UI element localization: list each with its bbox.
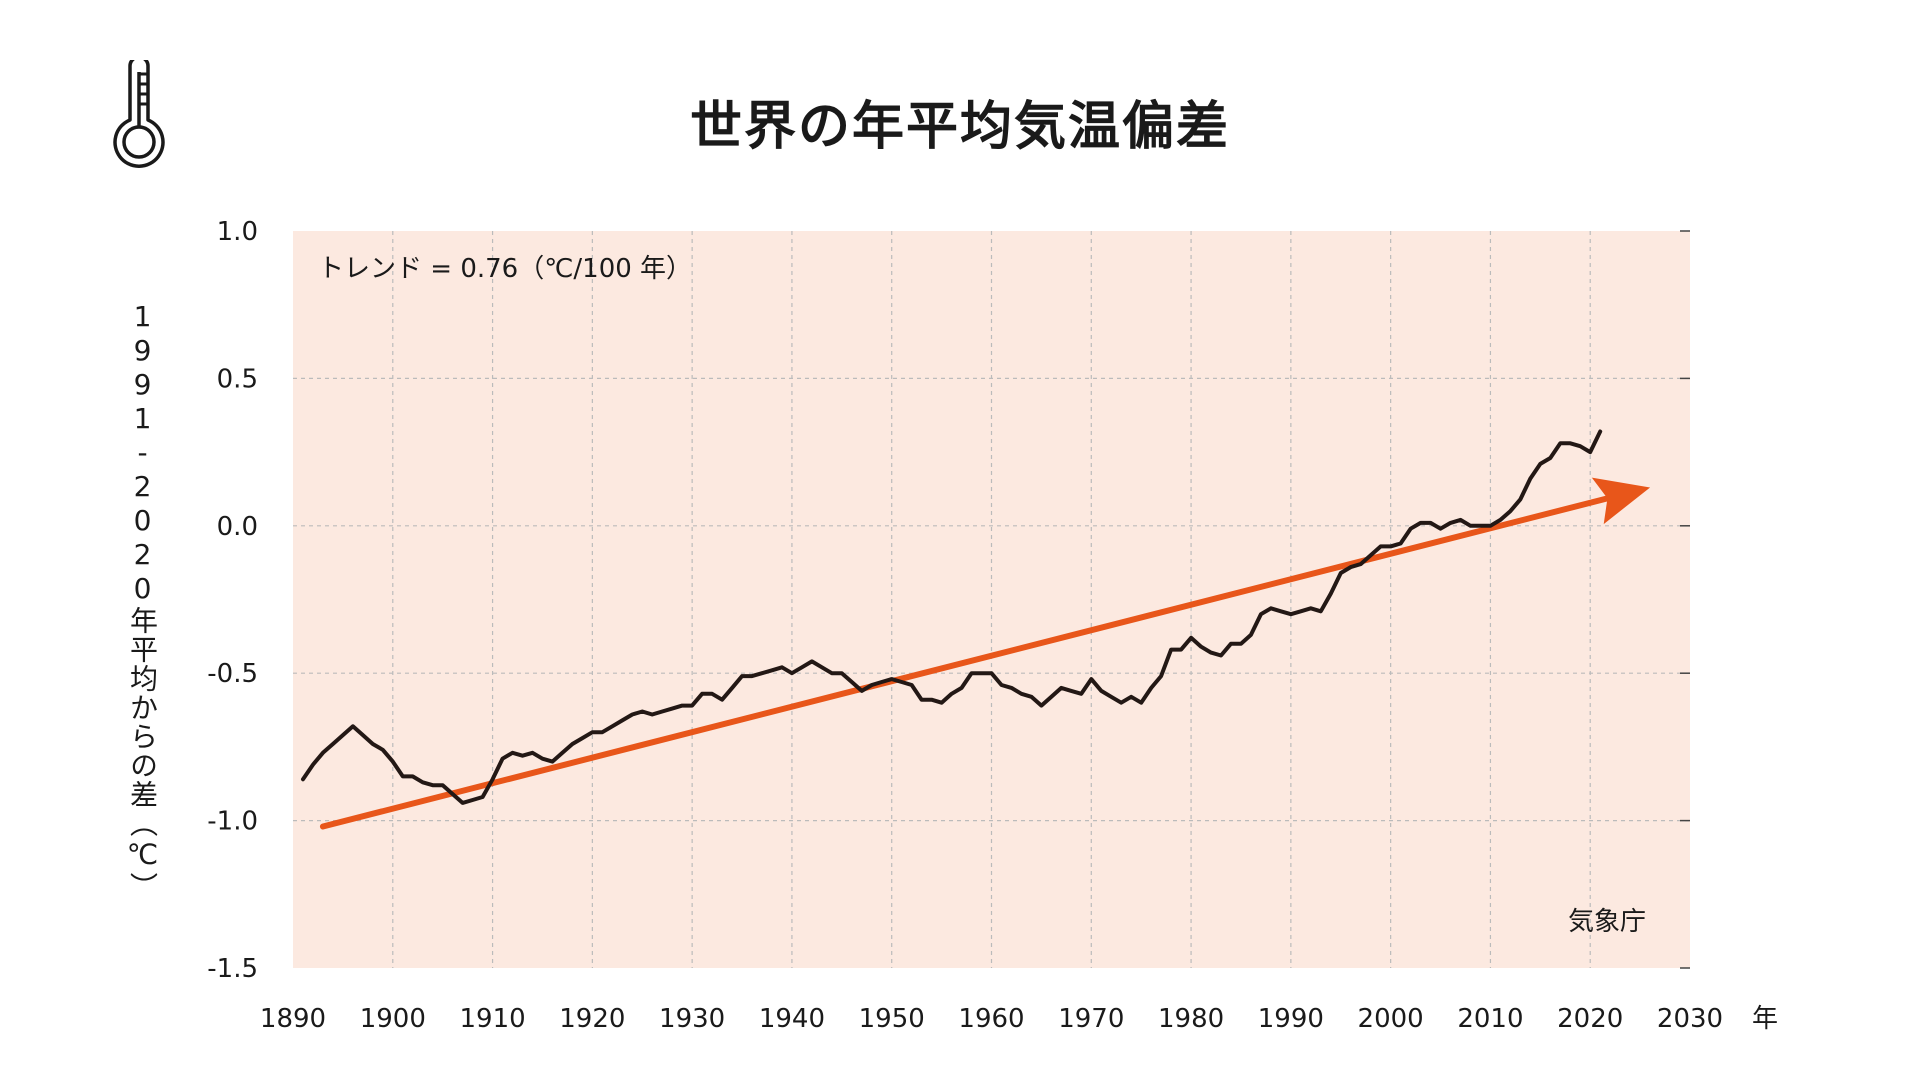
x-tick-label: 1980: [1158, 1004, 1224, 1034]
series-layer: [301, 429, 1651, 830]
x-tick-label: 2000: [1358, 1004, 1424, 1034]
x-tick-label: 2030: [1657, 1004, 1723, 1034]
x-tick-label: 1930: [659, 1004, 725, 1034]
chart-title: 世界の年平均気温偏差: [689, 97, 1230, 157]
x-tick-label: 1970: [1058, 1004, 1124, 1034]
x-tick-label: 1990: [1258, 1004, 1324, 1034]
x-axis-unit-label: 年: [1752, 1004, 1778, 1034]
trend-arrowhead: [1591, 477, 1651, 525]
series-line: [301, 429, 1603, 805]
x-tick-label: 2020: [1557, 1004, 1623, 1034]
x-tick-label: 1920: [559, 1004, 625, 1034]
x-tick-label: 1890: [260, 1004, 326, 1034]
y-tick-labels: 1.0 0.5 0.0 -0.5 -1.0 -1.5: [207, 217, 258, 984]
y-tick-label: 1.0: [217, 217, 258, 247]
source-label: 気象庁: [1568, 907, 1646, 937]
y-axis-label: 1991-2020年平均からの差（℃）: [126, 300, 159, 901]
x-tick-labels: 1890 1900 1910 1920 1930 1940 1950 1960 1970 1980…: [260, 1004, 1723, 1034]
x-tick-label: 1910: [459, 1004, 525, 1034]
grid-lines: [293, 230, 1690, 969]
y-tick-label: -1.0: [207, 807, 258, 837]
trend-line: [319, 494, 1615, 830]
y-tick-label: 0.5: [217, 364, 258, 394]
y-tick-label: -1.5: [207, 954, 258, 984]
x-tick-label: 1960: [958, 1004, 1024, 1034]
x-tick-label: 2010: [1457, 1004, 1523, 1034]
x-tick-label: 1940: [759, 1004, 825, 1034]
y-tick-label: 0.0: [217, 512, 258, 542]
x-tick-label: 1950: [859, 1004, 925, 1034]
trend-label: トレンド = 0.76（℃/100 年）: [318, 254, 692, 284]
y-tick-label: -0.5: [207, 659, 258, 689]
x-tick-label: 1900: [360, 1004, 426, 1034]
